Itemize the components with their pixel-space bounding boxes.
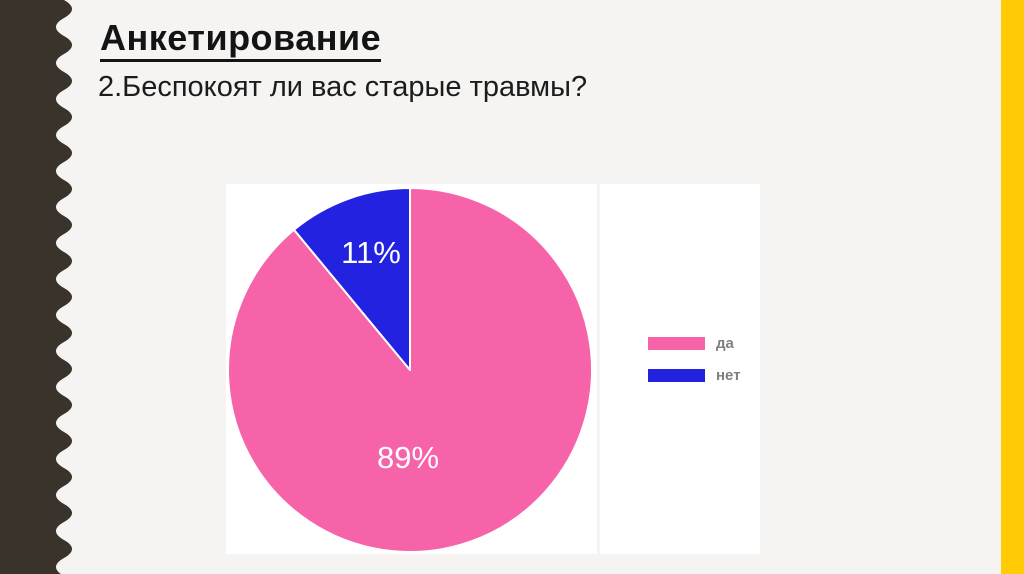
pie-chart-figure: 11% 89% да нет — [226, 184, 760, 554]
pie-data-label-da: 89% — [376, 440, 440, 475]
pie-data-label-net: 11% — [341, 235, 401, 270]
pie-chart — [227, 187, 593, 553]
legend-swatch-net — [648, 369, 705, 382]
legend-swatch-da — [648, 337, 705, 350]
page-title: Анкетирование — [100, 20, 382, 62]
legend-item-net: нет — [648, 367, 741, 384]
legend-label-da: да — [716, 335, 734, 352]
legend: да нет — [648, 335, 741, 401]
pie-slice-нет — [292, 187, 411, 371]
pie-chart-panel: 11% 89% — [226, 184, 597, 554]
slide-question: 2.Беспокоят ли вас старые травмы? — [98, 71, 588, 103]
legend-panel: да нет — [600, 184, 760, 554]
accent-stripe — [1001, 0, 1024, 574]
wavy-sidebar-shape — [0, 0, 72, 574]
legend-label-net: нет — [716, 367, 741, 384]
legend-item-da: да — [648, 335, 741, 352]
